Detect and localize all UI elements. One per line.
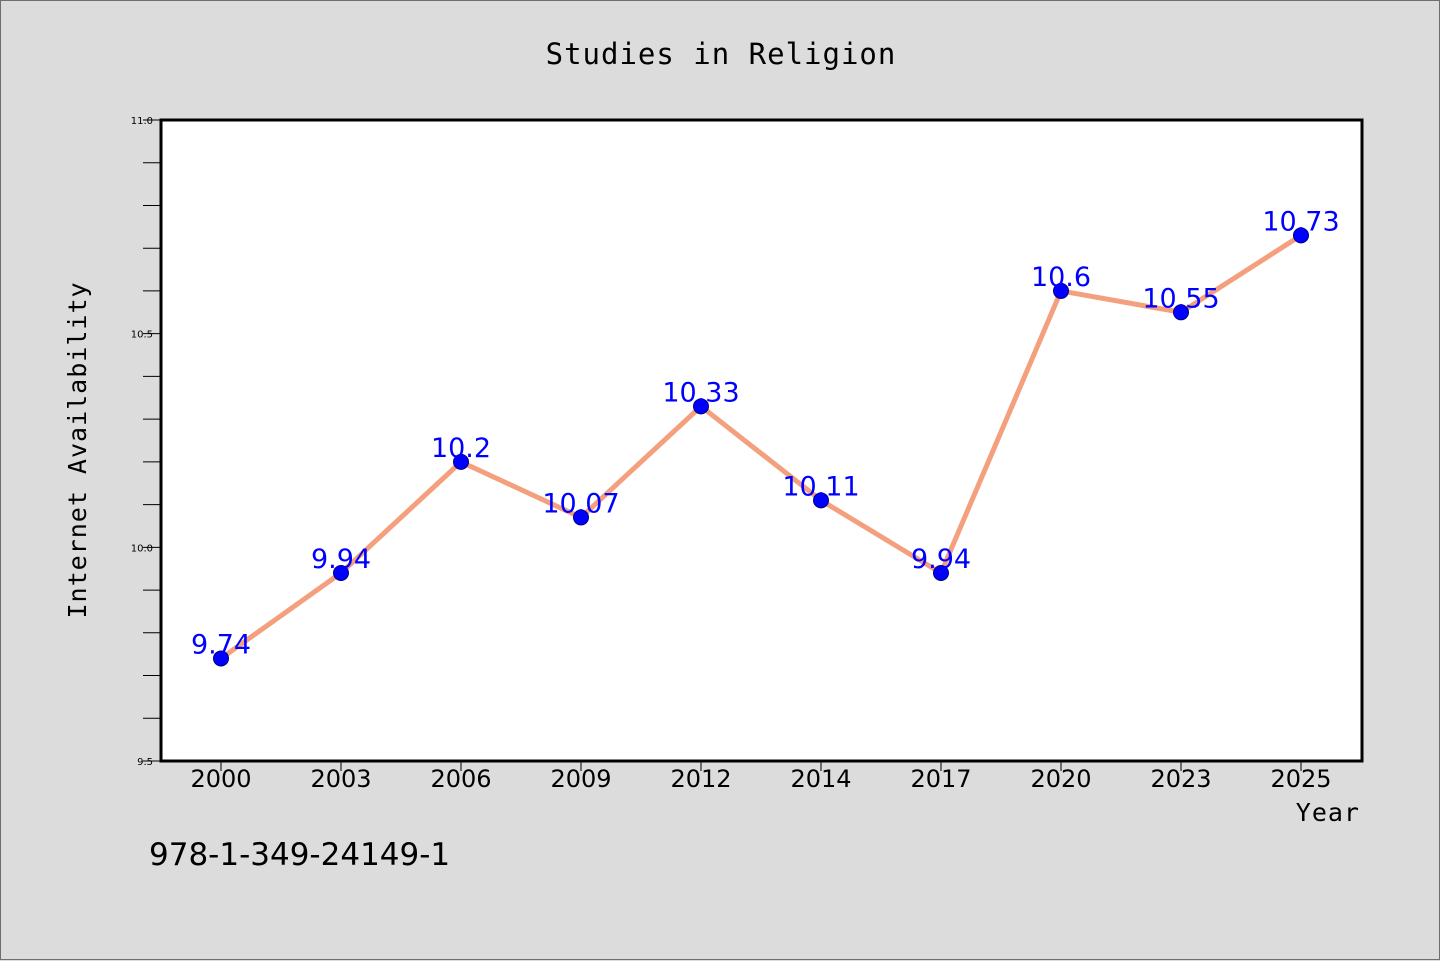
- data-label: 10.55: [1142, 283, 1219, 314]
- data-label: 10.6: [1031, 262, 1091, 293]
- data-label: 10.11: [782, 471, 859, 502]
- data-labels: 9.74 9.94 10.2 10.07 10.33 10.11 9.94 10.6 10.55…: [191, 206, 1340, 660]
- y-tick-label: 11.0: [131, 116, 153, 127]
- chart-title: Studies in Religion: [546, 37, 897, 71]
- data-point: [213, 650, 229, 667]
- line-series: [218, 232, 1304, 661]
- data-point: [453, 453, 469, 470]
- x-tick-label: 2020: [1030, 765, 1091, 793]
- x-tick-label: 2017: [910, 765, 971, 793]
- data-label: 9.94: [911, 544, 971, 575]
- x-tick-label: 2009: [550, 765, 611, 793]
- y-tick-label: 10.0: [131, 543, 153, 554]
- data-label: 10.33: [662, 377, 739, 408]
- x-tick-label: 2003: [310, 765, 371, 793]
- data-point: [573, 509, 589, 526]
- y-axis-label: Internet Availability: [63, 281, 92, 618]
- x-tick-label: 2014: [790, 765, 851, 793]
- data-label: 9.94: [311, 544, 371, 575]
- data-label: 10.07: [542, 488, 619, 519]
- x-tick-label: 2000: [190, 765, 251, 793]
- plot-area: [159, 118, 1364, 763]
- x-tick-label: 2006: [430, 765, 491, 793]
- y-tick-label: 10.5: [131, 330, 153, 341]
- data-point: [693, 398, 709, 415]
- y-axis: 9.5 10.0 10.5 11.0: [131, 116, 161, 768]
- data-point: [333, 564, 349, 581]
- data-label: 10.2: [431, 433, 491, 464]
- data-point: [813, 492, 829, 509]
- y-tick-label: 9.5: [137, 757, 153, 768]
- x-tick-label: 2023: [1150, 765, 1211, 793]
- x-tick-label: 2012: [670, 765, 731, 793]
- isbn-text: 978-1-349-24149-1: [149, 837, 450, 873]
- x-axis: 2000 2003 2006 2009 2012 2014 2017 2020 2023 2025: [190, 761, 1332, 793]
- data-point: [1293, 227, 1309, 244]
- x-axis-label: Year: [1296, 798, 1360, 827]
- series-line: [218, 232, 1304, 661]
- data-label: 9.74: [191, 629, 251, 660]
- data-point: [1173, 304, 1189, 321]
- data-point: [1053, 282, 1069, 299]
- x-tick-label: 2025: [1270, 765, 1331, 793]
- data-label: 10.73: [1262, 206, 1339, 237]
- data-point: [933, 564, 949, 581]
- series-markers: [213, 227, 1309, 667]
